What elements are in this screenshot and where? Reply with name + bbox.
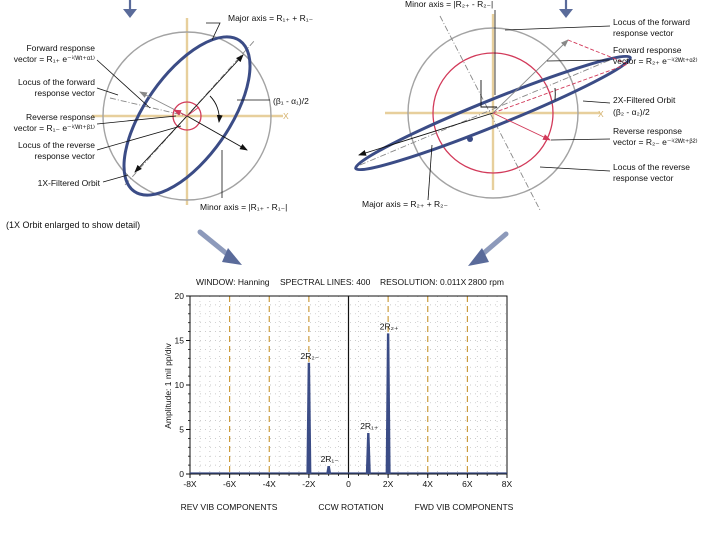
ccw-rotation-label: CCW ROTATION — [318, 502, 383, 512]
spectrum-peak — [306, 363, 311, 474]
filtered-orbit-label: 1X-Filtered Orbit — [38, 178, 101, 188]
locus-fwd-label-2: response vector — [613, 28, 674, 38]
locus-fwd-label-1: Locus of the forward — [18, 77, 95, 87]
rev-components-label: REV VIB COMPONENTS — [181, 502, 278, 512]
x-tick-label: 6X — [462, 479, 473, 489]
y-tick-label: 15 — [175, 336, 185, 346]
x-axis-label: X — [283, 111, 289, 121]
spectrum-header: WINDOW: Hanning SPECTRAL LINES: 400 RESO… — [196, 277, 504, 287]
peak-label: 2R₂₋ — [301, 351, 320, 361]
peak-label: 2R₁₋ — [321, 454, 340, 464]
x-tick-label: -8X — [183, 479, 197, 489]
peak-label: 2R₂₊ — [380, 321, 399, 331]
leader-locus-rev — [97, 126, 181, 150]
leader-locus-fwd — [505, 26, 610, 30]
x-tick-label: 8X — [502, 479, 513, 489]
locus-rev-label-1: Locus of the reverse — [613, 162, 690, 172]
x-tick-label: 0 — [346, 479, 351, 489]
major-axis-arrow-down — [135, 116, 187, 172]
spectrum-peak — [386, 333, 391, 474]
leader-locus-rev — [540, 167, 610, 171]
leader-rev-response — [551, 139, 610, 140]
spectrum-peak — [366, 433, 371, 474]
leader-filtered — [583, 101, 610, 103]
fwd-components-label: FWD VIB COMPONENTS — [415, 502, 514, 512]
x-tick-label: -2X — [302, 479, 316, 489]
orbit-2x-diagram: X Minor axis = |R₂₊ - R₂₋| Locus of the … — [351, 0, 698, 210]
spectrum-plot: 2R₂₋ 2R₁₋ 2R₁₊ 2R₂₊ 0 5 10 15 20 -8X -6X -4X -2X 0 2X 4… — [175, 291, 513, 489]
fwd-response-label-2: vector = R₁₊ e⁻ⁱ⁽ᵂᵗ⁺ᵅ¹⁾ — [14, 54, 95, 64]
x-axis-label: X — [598, 109, 604, 119]
locus-fwd-label-2: response vector — [35, 88, 96, 98]
fwd-response-label-1: Forward response — [613, 45, 682, 55]
y-tick-label: 10 — [175, 380, 185, 390]
spectrum-footer: REV VIB COMPONENTS CCW ROTATION FWD VIB … — [181, 502, 514, 512]
spectrum-peak — [326, 466, 331, 474]
rev-response-label-2: vector = R₁₋ e⁻ⁱ⁽ᵂᵗ⁺ᵝ¹⁾ — [14, 123, 95, 133]
rev-response-label-2: vector = R₂₋ e⁻ⁱ⁽²ᵂᵗ⁺ᵝ²⁾ — [613, 137, 698, 147]
x-tick-label: 2X — [383, 479, 394, 489]
flow-arrow-left — [200, 232, 242, 265]
x-tick-label: -4X — [263, 479, 277, 489]
y-tick-label: 5 — [179, 425, 184, 435]
filtered-orbit-label: 2X-Filtered Orbit — [613, 95, 676, 105]
fwd-response-label-1: Forward response — [26, 43, 95, 53]
locus-rev-label-2: response vector — [613, 173, 674, 183]
top-flow-arrow-left — [123, 0, 137, 18]
minor-axis-label: Minor axis = |R₁₊ - R₁₋| — [200, 202, 287, 212]
angle-label: (β₁ - α₁)/2 — [273, 96, 309, 106]
orbit-note: (1X Orbit enlarged to show detail) — [6, 220, 140, 230]
fwd-response-label-2: vector = R₂₊ e⁻ⁱ⁽²ᵂᵗ⁺ᵅ²⁾ — [613, 56, 698, 66]
angle-label: (β₂ - α₂)/2 — [613, 107, 650, 117]
rev-response-label-1: Reverse response — [26, 112, 95, 122]
rev-response-label-1: Reverse response — [613, 126, 682, 136]
major-axis-label: Major axis = R₂₊ + R₂₋ — [362, 199, 448, 209]
angle-arc — [210, 96, 219, 122]
orbit-1x-diagram: X Major axis = R₁₊ + R₁₋ Forward respons… — [6, 13, 314, 230]
major-axis-label: Major axis = R₁₊ + R₁₋ — [228, 13, 314, 23]
orbit-keyphasor-dot — [467, 136, 473, 142]
speed-label: 2800 rpm — [468, 277, 504, 287]
flow-arrow-right — [468, 234, 506, 266]
y-tick-label: 20 — [175, 291, 185, 301]
x-tick-label: 4X — [423, 479, 434, 489]
minor-axis-label: Minor axis = |R₂₊ - R₂₋| — [405, 0, 493, 9]
locus-fwd-label-1: Locus of the forward — [613, 17, 690, 27]
window-label: WINDOW: Hanning — [196, 277, 270, 287]
y-axis-title: Amplitude: 1 mil pp/div — [163, 342, 173, 428]
forward-response-dashed — [493, 64, 628, 113]
reverse-response-vector-2 — [187, 107, 199, 116]
y-tick-label: 0 — [179, 469, 184, 479]
locus-rev-label-2: response vector — [35, 151, 96, 161]
locus-rev-label-1: Locus of the reverse — [18, 140, 95, 150]
resolution-label: RESOLUTION: 0.011X — [380, 277, 467, 287]
x-tick-label: -6X — [223, 479, 237, 489]
top-flow-arrow-right — [559, 0, 573, 18]
major-axis-arrow-up — [187, 55, 243, 116]
spectral-lines-label: SPECTRAL LINES: 400 — [280, 277, 371, 287]
peak-label: 2R₁₊ — [360, 421, 379, 431]
